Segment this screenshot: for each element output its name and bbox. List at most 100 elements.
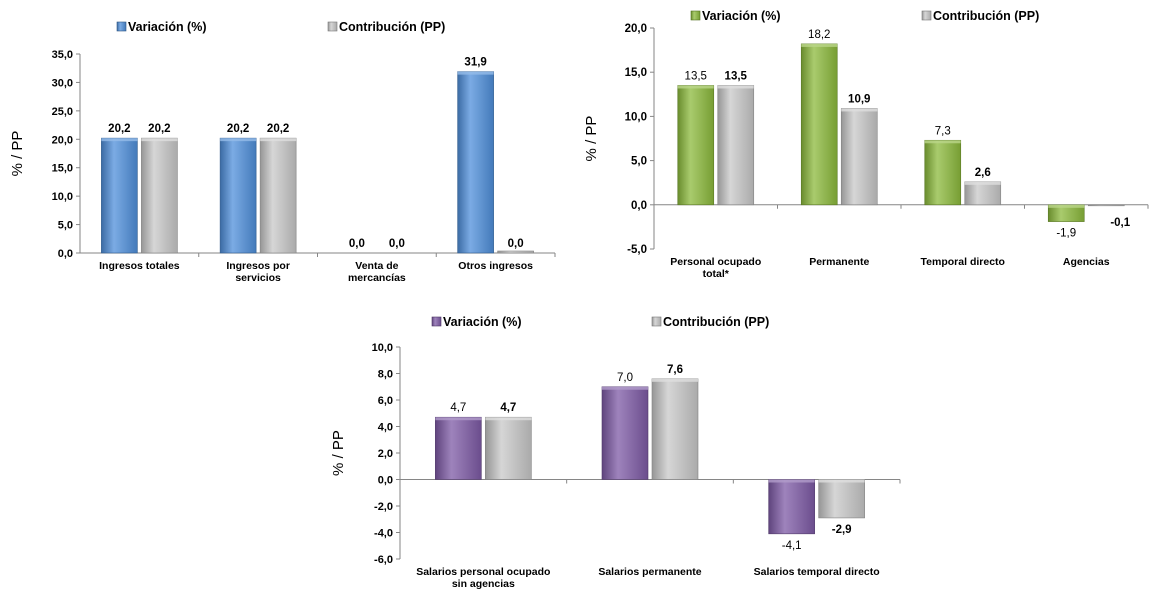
bar bbox=[435, 416, 482, 480]
category-label-line: Salarios permanente bbox=[598, 566, 701, 578]
bar-cap bbox=[841, 108, 878, 112]
bar-cap bbox=[924, 140, 961, 144]
bar-cap bbox=[260, 138, 297, 142]
legend-label: Contribución (PP) bbox=[933, 9, 1039, 23]
category-label: Agencias bbox=[1063, 256, 1110, 268]
bar bbox=[818, 479, 865, 519]
data-label: 13,5 bbox=[685, 70, 707, 82]
bar-cap bbox=[768, 479, 815, 483]
legend-swatch bbox=[431, 316, 442, 327]
category-label-line: mercancías bbox=[348, 272, 406, 284]
bar-cap bbox=[101, 138, 138, 142]
y-tick-label: 30,0 bbox=[52, 77, 73, 89]
y-tick-label: -2,0 bbox=[374, 501, 393, 513]
category-label-line: Permanente bbox=[809, 256, 869, 268]
category-label: Salarios temporal directo bbox=[754, 566, 880, 578]
legend-label: Variación (%) bbox=[128, 20, 207, 34]
category-label-line: Ingresos por bbox=[226, 260, 290, 272]
bar bbox=[457, 71, 494, 254]
data-label: 20,2 bbox=[227, 123, 249, 135]
legend-swatch bbox=[651, 316, 662, 327]
bar bbox=[497, 250, 534, 254]
bar-cap bbox=[602, 386, 648, 390]
bar-cap bbox=[818, 479, 865, 483]
bar bbox=[259, 137, 297, 254]
legend-label: Variación (%) bbox=[443, 315, 522, 329]
y-tick-label: 10,0 bbox=[625, 111, 647, 123]
data-label: -1,9 bbox=[1056, 228, 1076, 240]
legend-swatch bbox=[116, 21, 127, 32]
legend-swatch bbox=[327, 21, 338, 32]
bar-cap bbox=[435, 417, 482, 421]
data-label: 4,7 bbox=[450, 402, 466, 414]
bar bbox=[768, 479, 815, 535]
data-label: 0,0 bbox=[508, 238, 524, 250]
y-tick-label: 5,0 bbox=[631, 156, 647, 168]
category-label: Temporal directo bbox=[921, 256, 1005, 268]
category-label: Otros ingresos bbox=[458, 260, 533, 272]
legend-swatch bbox=[690, 10, 701, 21]
bar bbox=[1087, 204, 1125, 207]
bar bbox=[485, 416, 532, 480]
bar-cap bbox=[220, 138, 257, 142]
data-label: -4,1 bbox=[782, 540, 802, 552]
y-tick-label: 25,0 bbox=[52, 106, 73, 118]
data-label: 7,0 bbox=[617, 372, 633, 384]
bar-cap bbox=[677, 85, 714, 89]
bar bbox=[964, 181, 1002, 206]
category-label: Permanente bbox=[809, 256, 869, 268]
y-tick-label: -6,0 bbox=[374, 554, 393, 566]
category-label-line: Venta de bbox=[355, 260, 398, 272]
legend-swatch bbox=[921, 10, 932, 21]
chart-personal: -5,0 0,0 5,0 10,0 15,0 20,0 % / PP Personal ocu… bbox=[583, 9, 1149, 280]
category-label-line: Ingresos totales bbox=[99, 260, 180, 272]
category-label-line: Salarios temporal directo bbox=[754, 566, 880, 578]
bar bbox=[717, 85, 755, 206]
y-tick-label: 4,0 bbox=[378, 422, 393, 434]
y-tick-label: 15,0 bbox=[625, 67, 647, 79]
category-label-line: Otros ingresos bbox=[458, 260, 533, 272]
y-tick-label: 35,0 bbox=[52, 49, 73, 61]
bar-cap bbox=[141, 138, 178, 142]
category-label-line: Salarios personal ocupado bbox=[416, 566, 550, 578]
data-label: 13,5 bbox=[725, 70, 748, 82]
data-label: 20,2 bbox=[148, 123, 170, 135]
y-tick-label: 6,0 bbox=[378, 395, 393, 407]
data-label: 10,9 bbox=[848, 93, 870, 105]
data-label: 2,6 bbox=[975, 167, 991, 179]
bar bbox=[677, 85, 715, 206]
category-label-line: total* bbox=[703, 268, 730, 280]
bar bbox=[601, 386, 649, 480]
bar-cap bbox=[717, 85, 754, 89]
bar-cap bbox=[801, 43, 838, 47]
legend-label: Contribución (PP) bbox=[663, 315, 769, 329]
y-axis-title: % / PP bbox=[583, 116, 600, 162]
chart-ingresos: 0,0 5,0 10,0 15,0 20,0 25,0 30,0 35,0 % / PP Ingr… bbox=[9, 20, 556, 284]
data-label: -2,9 bbox=[832, 524, 852, 536]
category-label: Ingresos totales bbox=[99, 260, 180, 272]
y-tick-label: 10,0 bbox=[372, 342, 393, 354]
category-label: Salarios personal ocupado sin agencias bbox=[416, 566, 550, 590]
legend-label: Contribución (PP) bbox=[339, 20, 445, 34]
data-label: 18,2 bbox=[808, 29, 830, 41]
category-label-line: Personal ocupado bbox=[670, 256, 761, 268]
y-axis-title: % / PP bbox=[330, 430, 347, 476]
bar bbox=[219, 137, 257, 254]
data-label: 20,2 bbox=[108, 123, 130, 135]
chart-salarios: -6,0 -4,0 -2,0 0,0 2,0 4,0 6,0 8,0 10,0 % / PP Sal… bbox=[330, 315, 901, 590]
bar bbox=[840, 108, 878, 206]
category-label: Personal ocupado total* bbox=[670, 256, 761, 280]
bar-cap bbox=[457, 71, 494, 75]
bar bbox=[141, 137, 178, 254]
y-tick-label: 0,0 bbox=[378, 475, 393, 487]
y-tick-label: 0,0 bbox=[631, 200, 647, 212]
bar bbox=[101, 137, 138, 254]
bar bbox=[800, 43, 838, 206]
bar-cap bbox=[485, 417, 532, 421]
y-tick-label: 8,0 bbox=[378, 369, 393, 381]
category-label: Salarios permanente bbox=[598, 566, 701, 578]
data-label: -0,1 bbox=[1110, 217, 1130, 229]
y-tick-label: 2,0 bbox=[378, 448, 393, 460]
